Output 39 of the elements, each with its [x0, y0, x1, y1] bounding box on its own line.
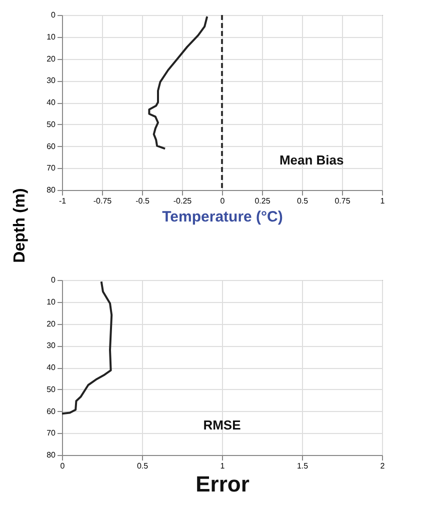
y-tick-label: 20 [46, 319, 56, 328]
y-tick-label: 30 [46, 76, 56, 86]
x-tick-label: 0.75 [334, 196, 351, 206]
x-tick-label: 0 [220, 196, 226, 206]
annotation: Mean Bias [279, 152, 344, 168]
x-tick-label: 0.5 [136, 462, 149, 470]
line-series [61, 280, 113, 415]
x-tick-label: 1 [380, 196, 386, 206]
y-tick-label: 60 [46, 142, 56, 151]
line-series [148, 16, 208, 150]
y-tick-label: 50 [46, 120, 56, 129]
y-tick-label: 80 [46, 450, 56, 460]
x-axis-title: Error [196, 472, 250, 496]
x-tick-label: -0.75 [93, 196, 112, 206]
y-tick-label: 50 [46, 384, 56, 394]
x-tick-label: 0.25 [254, 196, 271, 206]
y-tick-label: 60 [46, 406, 56, 416]
y-tick-label: 10 [46, 297, 56, 306]
x-tick-label: 2 [380, 462, 386, 470]
y-tick-label: 0 [51, 10, 56, 20]
y-tick-label: 40 [46, 98, 56, 107]
annotation: RMSE [203, 417, 242, 432]
x-axis-title: Temperature (°C) [162, 208, 283, 226]
x-tick-label: 0 [60, 462, 66, 470]
y-tick-label: 30 [46, 341, 56, 350]
y-tick-label: 70 [46, 164, 56, 173]
y-tick-label: 40 [46, 363, 56, 372]
y-tick-label: 70 [46, 428, 56, 438]
y-tick-label: 20 [46, 54, 56, 64]
y-tick-label: 0 [51, 276, 56, 284]
x-tick-label: 0.5 [296, 196, 309, 206]
y-tick-label: 80 [46, 186, 56, 194]
x-tick-label: -0.25 [173, 196, 192, 206]
x-tick-label: -0.5 [136, 196, 150, 206]
x-tick-label: 1.5 [296, 462, 309, 470]
y-axis-title: Depth (m) [12, 188, 28, 263]
y-tick-label: 10 [46, 32, 56, 42]
x-tick-label: -1 [58, 196, 67, 206]
x-tick-label: 1 [220, 462, 226, 470]
